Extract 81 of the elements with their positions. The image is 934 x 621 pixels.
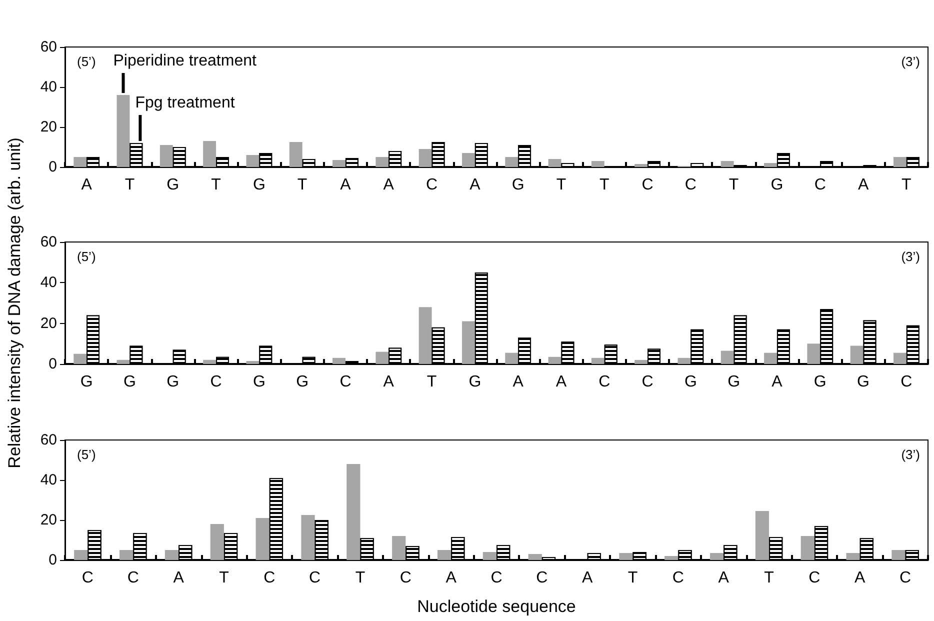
y-tick-label: 0 [48,158,57,176]
x-tick-label: G [296,374,309,390]
x-tick-label: G [166,176,180,194]
x-tick-label: A [173,570,184,586]
x-tick-label: A [340,176,352,194]
x-tick-label: A [446,570,457,586]
x-tick-label: G [728,374,740,390]
x-tick-label: C [490,570,502,586]
x-tick-label: G [857,374,870,390]
y-tick-label: 40 [40,78,57,96]
y-tick-label: 60 [40,38,57,56]
x-tick-label: C [309,570,321,586]
x-tick-label: C [642,176,654,194]
x-tick-label: T [211,176,222,194]
series-label: Fpg treatment [135,94,236,112]
x-tick-label: A [383,374,394,390]
y-tick-label: 0 [48,356,57,372]
x-tick-label: T [556,176,566,194]
x-tick-label: T [124,176,135,194]
series-label: Piperidine treatment [113,52,257,70]
x-tick-label: A [854,570,866,586]
x-tick-label: C [598,374,610,390]
y-tick-label: 40 [40,472,57,488]
y-tick-label: 40 [40,274,57,292]
x-tick-label: A [81,176,92,194]
x-tick-label: A [858,176,869,194]
x-tick-label: G [770,176,784,194]
x-tick-label: G [252,374,266,390]
x-tick-label: A [718,570,730,586]
x-tick-label: C [684,176,696,194]
x-tick-label: G [512,176,524,194]
x-tick-label: G [166,374,180,390]
x-tick-label: C [264,570,276,586]
x-tick-label: C [672,570,684,586]
x-tick-label: C [127,570,139,586]
y-tick-label: 20 [40,512,57,528]
x-tick-label: C [642,374,654,390]
x-tick-label: T [426,374,437,390]
y-tick-label: 0 [48,552,57,568]
x-tick-label: C [814,176,826,194]
x-tick-label: C [900,570,912,586]
annotation: (5’) [77,447,96,462]
x-tick-label: T [902,176,912,194]
x-tick-label: T [599,176,610,194]
x-tick-label: G [468,374,482,390]
x-tick-label: G [814,374,826,390]
x-tick-label: G [124,374,136,390]
x-tick-label: T [219,570,230,586]
x-tick-label: C [426,176,438,194]
x-tick-label: T [728,176,739,194]
x-tick-label: T [355,570,366,586]
x-tick-label: A [512,374,524,390]
x-tick-label: G [684,374,697,390]
x-tick-label: C [82,570,94,586]
x-tick-label: C [340,374,352,390]
x-tick-label: G [80,374,93,390]
annotation: (3’) [901,447,920,462]
x-tick-label: C [900,374,912,390]
x-tick-label: A [582,570,594,586]
y-tick-label: 20 [40,118,57,136]
annotation: (5’) [77,249,96,264]
x-tick-label: T [297,176,308,194]
x-tick-label: A [470,176,481,194]
y-tick-label: 60 [40,234,57,250]
x-tick-label: C [210,374,222,390]
annotation: (5’) [77,54,96,69]
annotation: (3’) [901,54,920,69]
x-tick-label: T [628,570,638,586]
annotation: (3’) [901,249,920,264]
y-tick-label: 60 [40,432,57,448]
y-axis-title: Relative intensity of DNA damage (arb. unit) [5,138,24,468]
x-tick-label: C [536,570,548,586]
x-tick-label: T [764,570,774,586]
x-tick-label: G [252,176,266,194]
y-tick-label: 20 [40,314,57,332]
x-tick-label: A [556,374,567,390]
x-tick-label: C [400,570,412,586]
x-tick-label: C [808,570,820,586]
x-tick-label: A [772,374,783,390]
x-axis-title: Nucleotide sequence [417,597,576,616]
x-tick-label: A [383,176,394,194]
